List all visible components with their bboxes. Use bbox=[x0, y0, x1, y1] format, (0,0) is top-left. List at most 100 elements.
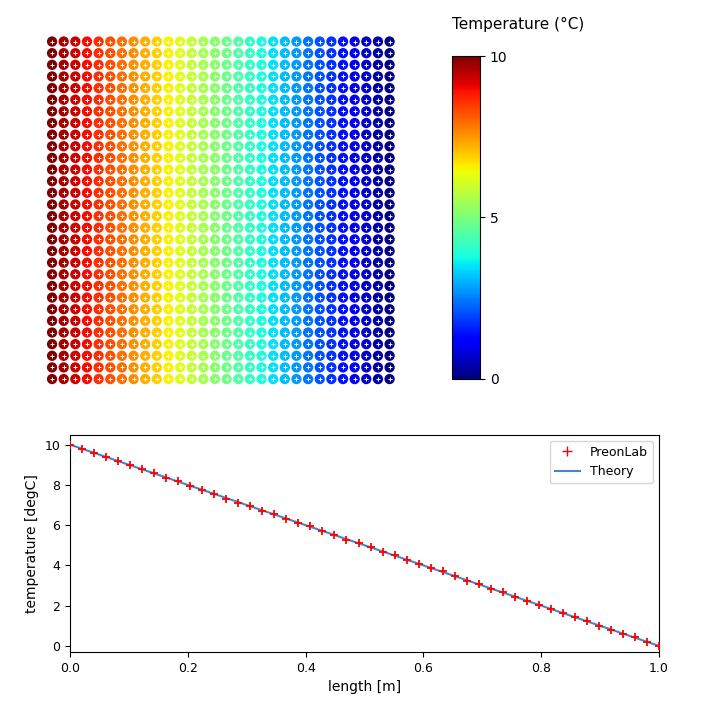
Point bbox=[198, 129, 209, 140]
Point bbox=[198, 222, 209, 233]
Point bbox=[210, 187, 221, 198]
Point bbox=[326, 350, 337, 362]
Point bbox=[139, 257, 151, 268]
Point bbox=[245, 175, 256, 186]
Point bbox=[186, 210, 197, 222]
Point bbox=[279, 257, 290, 268]
Point bbox=[128, 141, 139, 152]
Point bbox=[303, 292, 314, 304]
Point bbox=[303, 129, 314, 140]
Point bbox=[291, 117, 302, 128]
Point bbox=[93, 292, 104, 304]
Point bbox=[473, 578, 484, 590]
Point bbox=[268, 374, 279, 385]
Point bbox=[337, 339, 348, 350]
Point bbox=[163, 327, 174, 338]
Point bbox=[175, 315, 186, 327]
Point bbox=[653, 641, 665, 652]
Point bbox=[128, 164, 139, 175]
Point bbox=[81, 234, 93, 245]
Point bbox=[256, 141, 267, 152]
Point bbox=[279, 106, 290, 117]
Point bbox=[268, 187, 279, 198]
Point bbox=[233, 234, 244, 245]
Point bbox=[58, 106, 69, 117]
Point bbox=[349, 175, 360, 186]
Point bbox=[361, 327, 372, 338]
Point bbox=[163, 175, 174, 186]
Point bbox=[303, 374, 314, 385]
Point bbox=[268, 59, 279, 70]
Point bbox=[116, 129, 128, 140]
Point bbox=[361, 141, 372, 152]
Point bbox=[361, 175, 372, 186]
Point bbox=[81, 374, 93, 385]
Point bbox=[46, 187, 57, 198]
Point bbox=[361, 164, 372, 175]
Point bbox=[58, 280, 69, 292]
Point bbox=[361, 245, 372, 257]
Point bbox=[128, 339, 139, 350]
Point bbox=[233, 59, 244, 70]
Point bbox=[291, 117, 302, 128]
Point bbox=[186, 129, 197, 140]
Point bbox=[46, 71, 57, 82]
Point bbox=[151, 175, 163, 186]
Point bbox=[372, 129, 383, 140]
Point bbox=[221, 374, 232, 385]
Point bbox=[326, 257, 337, 268]
Point bbox=[245, 187, 256, 198]
Point bbox=[58, 152, 69, 163]
Point bbox=[372, 234, 383, 245]
Point bbox=[46, 280, 57, 292]
Point bbox=[384, 152, 395, 163]
Point bbox=[93, 152, 104, 163]
Point bbox=[175, 117, 186, 128]
Point bbox=[198, 327, 209, 338]
Point bbox=[349, 164, 360, 175]
Point bbox=[291, 280, 302, 292]
Point bbox=[221, 210, 232, 222]
Point bbox=[337, 292, 348, 304]
Point bbox=[349, 268, 360, 280]
Point bbox=[257, 505, 268, 517]
Point bbox=[314, 59, 325, 70]
Point bbox=[384, 187, 395, 198]
Point bbox=[186, 257, 197, 268]
Point bbox=[326, 187, 337, 198]
Point bbox=[139, 280, 151, 292]
Point bbox=[349, 362, 360, 373]
Point bbox=[116, 362, 128, 373]
Point bbox=[186, 199, 197, 210]
Point bbox=[163, 315, 174, 327]
Point bbox=[291, 48, 302, 59]
Point bbox=[69, 210, 81, 222]
Point bbox=[151, 257, 163, 268]
Point bbox=[93, 129, 104, 140]
Point bbox=[314, 117, 325, 128]
Point bbox=[337, 234, 348, 245]
Point bbox=[256, 164, 267, 175]
Point bbox=[128, 350, 139, 362]
Point bbox=[46, 199, 57, 210]
Point bbox=[221, 304, 232, 315]
Point bbox=[198, 339, 209, 350]
Point bbox=[349, 292, 360, 304]
Point bbox=[58, 71, 69, 82]
Point bbox=[337, 106, 348, 117]
Point bbox=[361, 350, 372, 362]
Point bbox=[198, 83, 209, 94]
Point bbox=[291, 374, 302, 385]
Point bbox=[104, 36, 116, 47]
Point bbox=[233, 199, 244, 210]
Point bbox=[58, 374, 69, 385]
Point bbox=[326, 175, 337, 186]
Point bbox=[69, 83, 81, 94]
Point bbox=[139, 71, 151, 82]
Point bbox=[81, 59, 93, 70]
Point bbox=[384, 339, 395, 350]
Point bbox=[279, 152, 290, 163]
Point bbox=[104, 152, 116, 163]
Point bbox=[104, 280, 116, 292]
Point bbox=[210, 304, 221, 315]
